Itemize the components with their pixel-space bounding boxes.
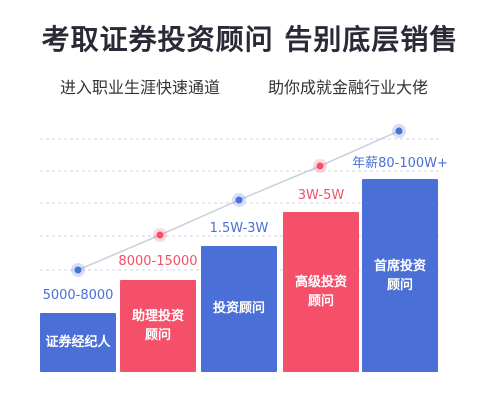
salary-label: 1.5W-3W — [209, 221, 269, 236]
career-step-bar: 投资顾问 — [201, 246, 277, 372]
subtitle-left: 进入职业生涯快速通道 — [60, 78, 221, 97]
subtitle-right: 助你成就金融行业大佬 — [268, 78, 429, 97]
salary-label: 5000-8000 — [42, 288, 114, 303]
career-step-bar: 高级投资顾问 — [283, 212, 359, 372]
salary-label: 8000-15000 — [118, 254, 198, 269]
trend-dot — [395, 127, 403, 135]
trend-dot — [316, 162, 324, 170]
career-step-title: 投资顾问 — [212, 301, 265, 316]
trend-dot — [235, 196, 243, 204]
salary-label: 3W-5W — [297, 188, 345, 203]
career-step-title: 首席投资顾问 — [374, 259, 427, 293]
career-step-title: 助理投资顾问 — [132, 309, 185, 343]
career-step-bar: 证券经纪人 — [40, 313, 116, 372]
trend-dot — [156, 231, 164, 239]
trend-dot — [74, 266, 82, 274]
salary-label: 年薪80-100W+ — [352, 156, 448, 171]
career-step-bar: 助理投资顾问 — [120, 280, 196, 372]
career-step-title: 证券经纪人 — [45, 335, 111, 350]
career-step-bar: 首席投资顾问 — [362, 179, 438, 372]
page-title: 考取证券投资顾问 告别底层销售 — [41, 23, 459, 56]
career-step-title: 高级投资顾问 — [295, 275, 348, 309]
